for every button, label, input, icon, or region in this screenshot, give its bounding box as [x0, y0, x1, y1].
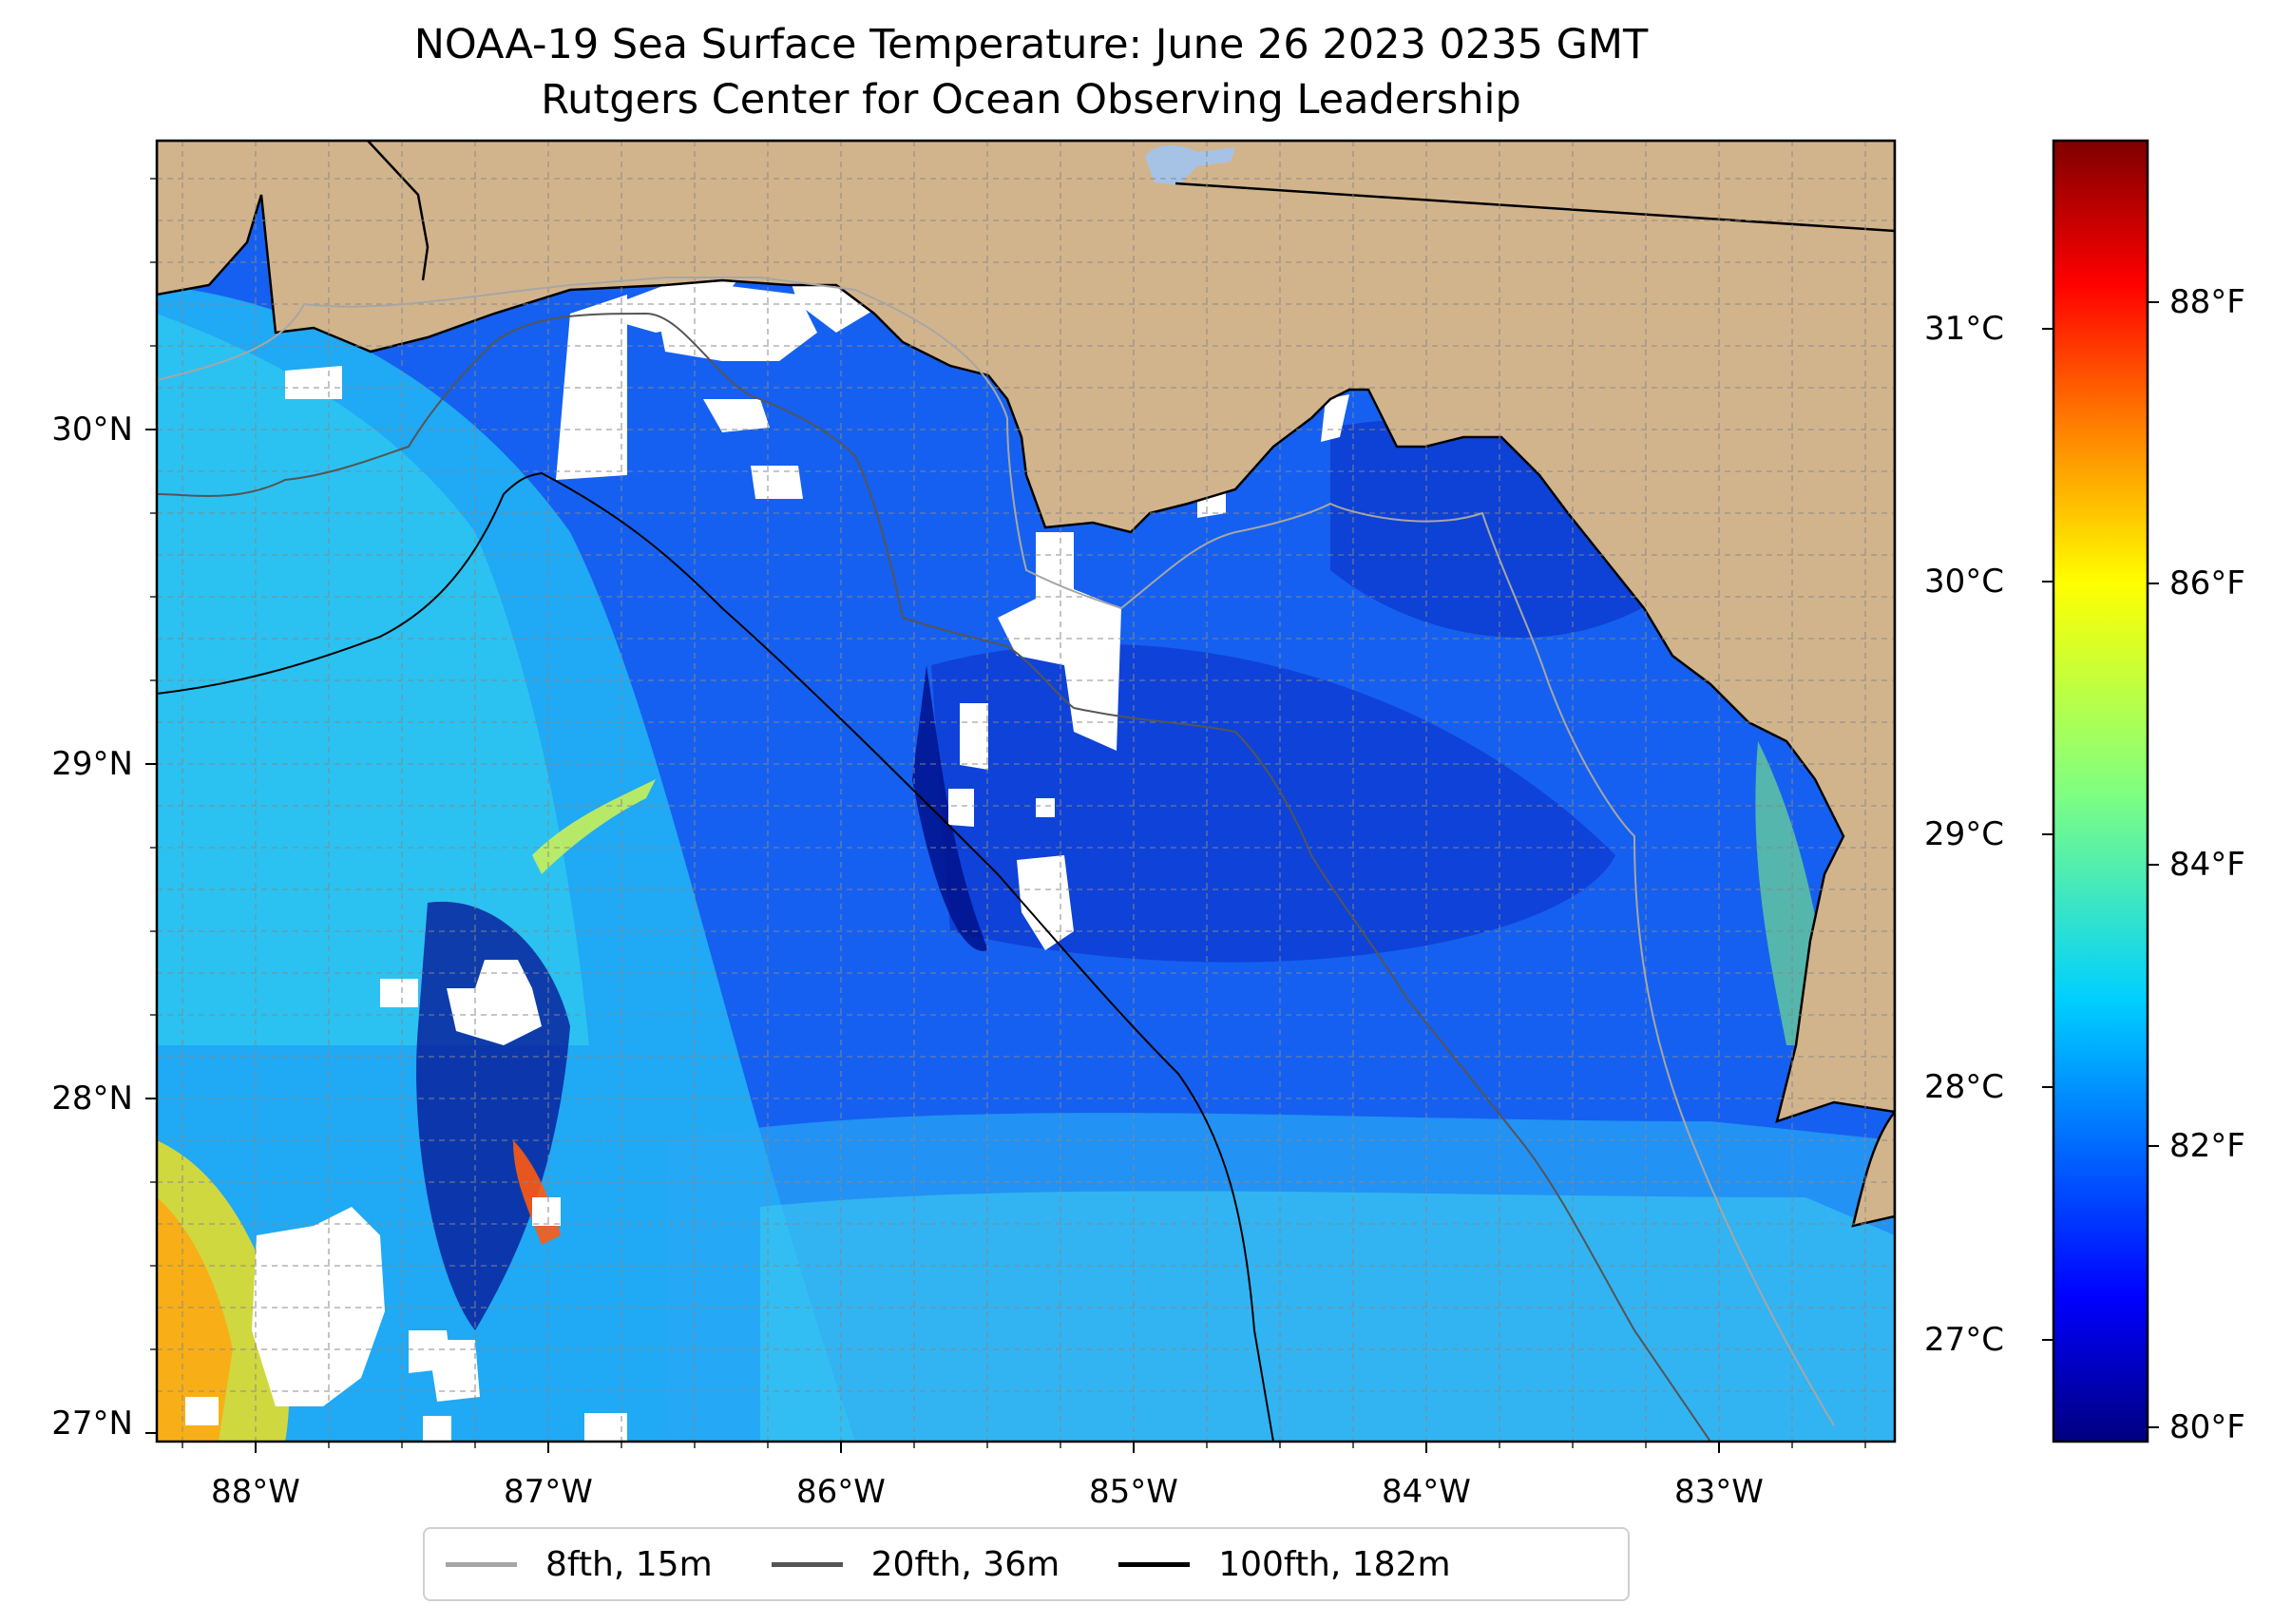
legend-item-20fth: 20fth, 36m	[771, 1544, 1060, 1584]
legend: 8fth, 15m 20fth, 36m 100fth, 182m	[423, 1527, 1630, 1601]
colorbar-celsius-label: 30°C	[1924, 563, 2005, 601]
colorbar-celsius-label: 27°C	[1924, 1321, 2005, 1359]
chart-title: NOAA-19 Sea Surface Temperature: June 26…	[413, 21, 1649, 68]
lon-label: 86°W	[796, 1473, 886, 1511]
land-mass	[157, 141, 1895, 1123]
colorbar-fahrenheit-label: 84°F	[2169, 846, 2245, 884]
lon-label: 87°W	[504, 1473, 593, 1511]
colorbar-fahrenheit-label: 80°F	[2169, 1408, 2245, 1446]
lon-label: 83°W	[1674, 1473, 1764, 1511]
lat-label: 28°N	[51, 1079, 133, 1118]
contour-20fth	[157, 312, 1711, 1442]
contour-8fth	[157, 277, 1835, 1426]
colorbar-celsius-label: 31°C	[1924, 310, 2005, 348]
lon-label: 85°W	[1089, 1473, 1178, 1511]
colorbar-fahrenheit-label: 82°F	[2169, 1127, 2245, 1165]
chart-subtitle: Rutgers Center for Ocean Observing Leade…	[541, 76, 1521, 124]
lat-label: 27°N	[51, 1404, 133, 1442]
colorbar-fahrenheit-label: 88°F	[2169, 283, 2245, 321]
legend-label: 100fth, 182m	[1218, 1544, 1451, 1584]
legend-label: 8fth, 15m	[545, 1544, 713, 1584]
colorbar-fahrenheit-label: 86°F	[2169, 564, 2245, 602]
legend-label: 20fth, 36m	[870, 1544, 1060, 1584]
colorbar-celsius-label: 29°C	[1924, 815, 2005, 853]
legend-item-100fth: 100fth, 182m	[1118, 1544, 1451, 1584]
legend-swatch	[1118, 1561, 1191, 1567]
lake	[1145, 145, 1235, 185]
colorbar	[2052, 139, 2149, 1443]
contour-100fth	[157, 471, 1274, 1442]
legend-item-8fth: 8fth, 15m	[446, 1545, 713, 1584]
lon-label: 84°W	[1382, 1473, 1471, 1511]
colorbar-celsius-label: 28°C	[1924, 1068, 2005, 1106]
lat-label: 29°N	[51, 745, 133, 783]
legend-swatch	[771, 1561, 843, 1567]
legend-swatch	[446, 1561, 517, 1567]
lat-label: 30°N	[51, 411, 133, 449]
lon-label: 88°W	[211, 1473, 300, 1511]
gridlines	[157, 141, 1895, 1442]
